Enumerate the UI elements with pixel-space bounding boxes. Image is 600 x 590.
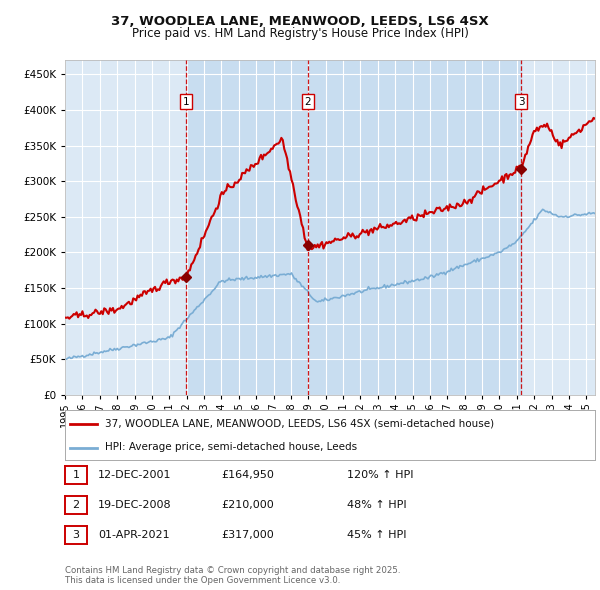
Text: 48% ↑ HPI: 48% ↑ HPI [347, 500, 407, 510]
Text: 120% ↑ HPI: 120% ↑ HPI [347, 470, 413, 480]
Text: Price paid vs. HM Land Registry's House Price Index (HPI): Price paid vs. HM Land Registry's House … [131, 27, 469, 40]
Text: £317,000: £317,000 [221, 530, 274, 540]
Text: 19-DEC-2008: 19-DEC-2008 [98, 500, 172, 510]
Text: HPI: Average price, semi-detached house, Leeds: HPI: Average price, semi-detached house,… [105, 442, 357, 453]
Text: 1: 1 [182, 97, 189, 107]
Bar [308, 60, 521, 395]
Text: 3: 3 [73, 530, 79, 540]
Text: 3: 3 [518, 97, 524, 107]
Text: 01-APR-2021: 01-APR-2021 [98, 530, 170, 540]
Text: £164,950: £164,950 [221, 470, 274, 480]
Text: 1: 1 [73, 470, 79, 480]
Text: 2: 2 [304, 97, 311, 107]
Text: Contains HM Land Registry data © Crown copyright and database right 2025.
This d: Contains HM Land Registry data © Crown c… [65, 566, 401, 585]
Text: 37, WOODLEA LANE, MEANWOOD, LEEDS, LS6 4SX: 37, WOODLEA LANE, MEANWOOD, LEEDS, LS6 4… [111, 15, 489, 28]
Bar [186, 60, 308, 395]
Text: 12-DEC-2001: 12-DEC-2001 [98, 470, 172, 480]
Text: 45% ↑ HPI: 45% ↑ HPI [347, 530, 407, 540]
Text: £210,000: £210,000 [221, 500, 274, 510]
Text: 2: 2 [73, 500, 80, 510]
Text: 37, WOODLEA LANE, MEANWOOD, LEEDS, LS6 4SX (semi-detached house): 37, WOODLEA LANE, MEANWOOD, LEEDS, LS6 4… [105, 419, 494, 429]
